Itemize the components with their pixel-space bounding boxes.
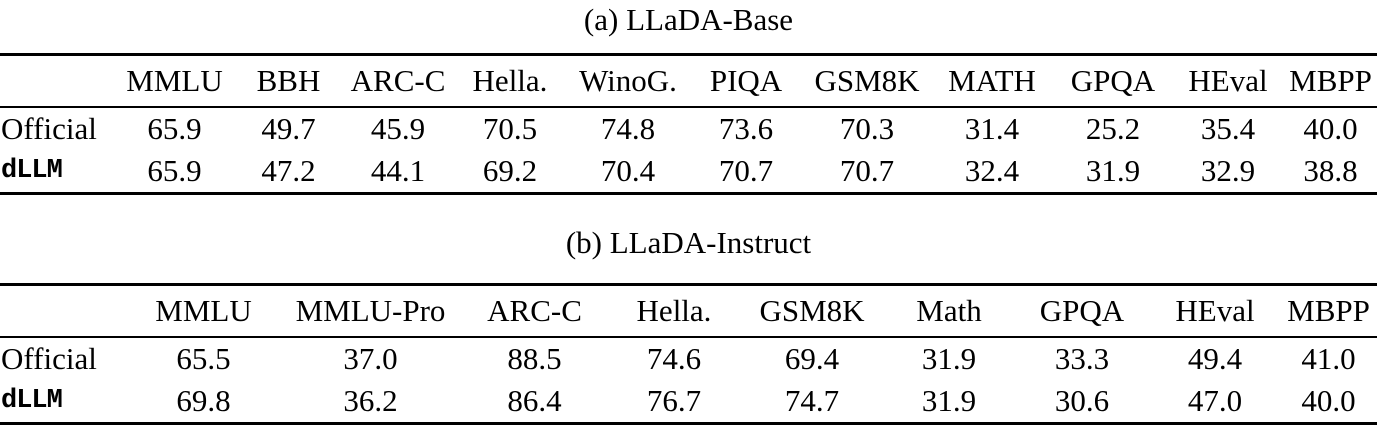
metric-value: 69.8 (176, 383, 231, 418)
metric-value: 36.2 (343, 383, 398, 418)
row-label: dLLM (1, 386, 63, 416)
metric-value: 88.5 (507, 341, 562, 376)
metric-value: 38.8 (1303, 153, 1358, 188)
table-row: Official 65.9 49.7 45.9 70.5 74.8 73.6 70.3 31.4… (0, 107, 1377, 150)
benchmark-table-llada-base: MMLU BBH ARC-C Hella. WinoG. PIQA GSM8K MATH GPQ… (0, 53, 1377, 195)
table-caption-llada-base: (a) LLaDA-Base (583, 2, 794, 37)
metric-value: 47.0 (1187, 383, 1243, 418)
column-header: GPQA (1014, 284, 1150, 338)
column-header: Hella. (608, 284, 740, 338)
column-header: MBPP (1280, 284, 1377, 338)
llada-instruct-section: (b) LLaDA-Instruct MMLU MMLU-Pro ARC-C Hell… (0, 223, 1377, 425)
metric-value: 41.0 (1301, 341, 1356, 376)
metric-value: 44.1 (370, 153, 426, 188)
column-header: HEval (1150, 284, 1280, 338)
column-header: ARC-C (461, 284, 608, 338)
column-header: MATH (930, 54, 1054, 108)
header-stub-cell (0, 54, 116, 108)
column-header: GSM8K (804, 54, 930, 108)
metric-value: 30.6 (1054, 383, 1110, 418)
column-header: MMLU (116, 54, 233, 108)
row-label: Official (1, 341, 97, 376)
metric-value: 74.8 (600, 111, 656, 146)
metric-value: 70.3 (839, 111, 895, 146)
benchmark-table-llada-instruct: MMLU MMLU-Pro ARC-C Hella. GSM8K Math GPQA HEva… (0, 283, 1377, 425)
llada-base-section: (a) LLaDA-Base MMLU BBH ARC-C Hella. WinoG. P… (0, 0, 1377, 195)
metric-value: 32.9 (1200, 153, 1256, 188)
column-header: MBPP (1284, 54, 1377, 108)
column-header: WinoG. (568, 54, 688, 108)
column-header: GPQA (1054, 54, 1172, 108)
metric-value: 45.9 (370, 111, 426, 146)
header-stub-cell (0, 284, 127, 338)
table-caption-llada-instruct: (b) LLaDA-Instruct (565, 225, 812, 260)
metric-value: 73.6 (718, 111, 774, 146)
metric-value: 40.0 (1303, 111, 1358, 146)
header-row: MMLU MMLU-Pro ARC-C Hella. GSM8K Math GPQA HEva… (0, 284, 1377, 338)
metric-value: 69.2 (482, 153, 538, 188)
row-label: Official (1, 111, 97, 146)
metric-value: 47.2 (261, 153, 316, 188)
metric-value: 70.5 (482, 111, 538, 146)
column-header: MMLU (127, 284, 280, 338)
metric-value: 49.4 (1187, 341, 1243, 376)
metric-value: 31.4 (964, 111, 1020, 146)
column-header: Hella. (452, 54, 568, 108)
metric-value: 65.5 (176, 341, 231, 376)
column-header: HEval (1172, 54, 1284, 108)
column-header: Math (884, 284, 1014, 338)
column-header: MMLU-Pro (280, 284, 461, 338)
table-row: Official 65.5 37.0 88.5 74.6 69.4 31.9 33.3 49.4… (0, 337, 1377, 380)
metric-value: 69.4 (784, 341, 840, 376)
metric-value: 65.9 (147, 153, 202, 188)
metric-value: 40.0 (1301, 383, 1356, 418)
metric-value: 74.6 (646, 341, 702, 376)
metric-value: 70.7 (839, 153, 895, 188)
row-label: dLLM (1, 156, 63, 186)
column-header: BBH (233, 54, 344, 108)
metric-value: 31.9 (921, 341, 977, 376)
metric-value: 35.4 (1200, 111, 1256, 146)
metric-value: 70.7 (718, 153, 774, 188)
metric-value: 86.4 (507, 383, 562, 418)
column-header: ARC-C (344, 54, 452, 108)
metric-value: 31.9 (921, 383, 977, 418)
metric-value: 32.4 (964, 153, 1020, 188)
metric-value: 49.7 (261, 111, 316, 146)
metric-value: 74.7 (784, 383, 840, 418)
table-row: dLLM 65.9 47.2 44.1 69.2 70.4 70.7 70.7 32.4 31.9… (0, 150, 1377, 194)
metric-value: 37.0 (343, 341, 398, 376)
metric-value: 31.9 (1085, 153, 1141, 188)
metric-value: 25.2 (1085, 111, 1141, 146)
metric-value: 33.3 (1054, 341, 1110, 376)
column-header: GSM8K (740, 284, 884, 338)
header-row: MMLU BBH ARC-C Hella. WinoG. PIQA GSM8K MATH GPQ… (0, 54, 1377, 108)
table-row: dLLM 69.8 36.2 86.4 76.7 74.7 31.9 30.6 47.0 40.0 (0, 380, 1377, 424)
metric-value: 65.9 (147, 111, 202, 146)
metric-value: 76.7 (646, 383, 702, 418)
metric-value: 70.4 (600, 153, 656, 188)
column-header: PIQA (688, 54, 804, 108)
